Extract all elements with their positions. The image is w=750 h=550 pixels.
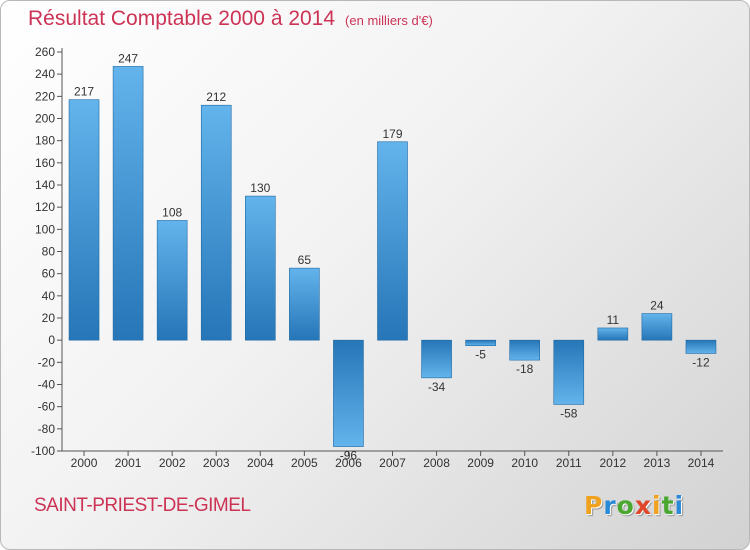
y-tick-label: 80 [42, 245, 56, 259]
y-tick-label: 20 [42, 311, 56, 325]
y-tick-label: 100 [35, 222, 55, 236]
logo-letter: P [584, 491, 604, 520]
x-tick-label: 2001 [115, 456, 142, 470]
logo-letter: i [652, 491, 662, 520]
bar [641, 313, 673, 341]
chart-value-labels: 217 247 108 212 130 65 -96 179 -34 -5 -18 -58 11 24 -1… [74, 51, 710, 462]
y-tick-label: 200 [35, 112, 55, 126]
y-tick-label: 260 [35, 45, 55, 59]
bar [553, 339, 585, 405]
commune-name: SAINT-PRIEST-DE-GIMEL [34, 495, 251, 516]
bar [200, 104, 232, 341]
y-tick-label: 160 [35, 156, 55, 170]
x-tick-label: 2009 [467, 456, 494, 470]
bar [377, 141, 408, 341]
data-label: 217 [74, 85, 94, 99]
data-label: 179 [382, 127, 402, 141]
data-label: 65 [298, 253, 312, 267]
x-tick-label: 2005 [291, 456, 318, 470]
bar [597, 327, 629, 341]
bar [465, 339, 496, 347]
y-tick-label: 120 [35, 200, 55, 214]
y-tick-label: 40 [42, 289, 56, 303]
logo-letter: r [603, 491, 617, 520]
chart-title: Résultat Comptable 2000 à 2014 (en millie… [28, 7, 433, 31]
bar [509, 339, 541, 361]
x-tick-label: 2012 [599, 456, 626, 470]
data-label: -12 [692, 355, 710, 369]
y-tick-label: 60 [42, 267, 56, 281]
chart-axes: 260240220200180160140120100806040200-20-… [31, 45, 723, 470]
bar [68, 99, 100, 341]
data-label: 130 [250, 181, 270, 195]
chart-bars [68, 66, 717, 447]
x-tick-label: 2010 [511, 456, 538, 470]
x-tick-label: 2011 [556, 456, 582, 470]
y-tick-label: -80 [38, 422, 56, 436]
data-label: -5 [475, 348, 486, 362]
proxiti-logo: Proxiti [584, 491, 684, 520]
y-tick-label: 240 [35, 67, 55, 81]
bar [156, 220, 188, 341]
bar [421, 339, 452, 379]
data-label: -34 [428, 380, 446, 394]
chart-unit: (en milliers d'€) [345, 13, 433, 28]
data-label: -96 [340, 449, 358, 463]
data-label: -18 [516, 362, 534, 376]
x-tick-label: 2006 [335, 456, 362, 470]
x-tick-label: 2000 [71, 456, 98, 470]
x-tick-label: 2003 [203, 456, 230, 470]
y-tick-label: 220 [35, 89, 55, 103]
bar [289, 267, 320, 341]
data-label: 24 [650, 299, 664, 313]
data-label: -58 [560, 406, 578, 420]
chart-title-text: Résultat Comptable 2000 à 2014 [28, 7, 336, 30]
x-tick-label: 2002 [159, 456, 186, 470]
x-tick-label: 2008 [423, 456, 450, 470]
bar [685, 339, 717, 354]
logo-letter: o [616, 491, 635, 520]
y-tick-label: 140 [35, 178, 55, 192]
data-label: 212 [206, 90, 226, 104]
x-tick-label: 2004 [247, 456, 274, 470]
logo-letter: t [661, 491, 675, 520]
logo-letter: x [634, 491, 652, 520]
data-label: 108 [162, 205, 182, 219]
bar [112, 66, 144, 341]
y-tick-label: -100 [31, 444, 55, 458]
x-tick-label: 2007 [379, 456, 406, 470]
data-label: 247 [118, 51, 138, 65]
y-tick-label: -40 [38, 378, 56, 392]
x-tick-label: 2014 [688, 456, 715, 470]
y-tick-label: 0 [48, 333, 55, 347]
data-label: 11 [607, 313, 620, 327]
x-tick-label: 2013 [644, 456, 671, 470]
y-tick-label: -20 [38, 355, 56, 369]
bar [245, 195, 276, 341]
y-tick-label: 180 [35, 134, 55, 148]
logo-letter: i [674, 491, 685, 520]
bar [333, 339, 364, 447]
y-tick-label: -60 [38, 400, 56, 414]
